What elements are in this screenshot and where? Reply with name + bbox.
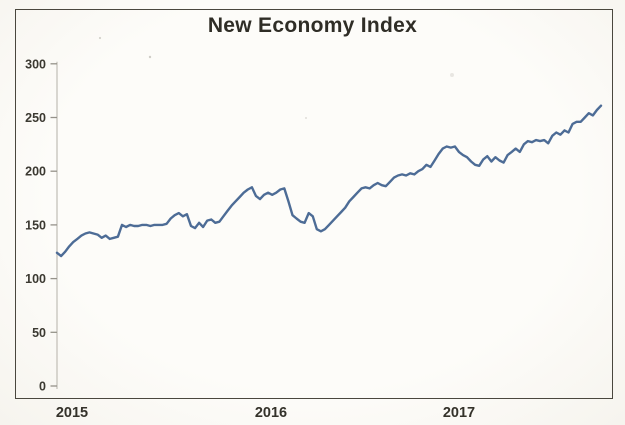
- x-tick-label: 2017: [443, 405, 475, 421]
- y-tick-label: 100: [25, 272, 46, 286]
- y-tick-label: 150: [25, 218, 46, 232]
- x-tick-label: 2015: [56, 405, 88, 421]
- chart-frame: [15, 9, 613, 399]
- scan-speckle: [305, 117, 307, 119]
- chart-title: New Economy Index: [207, 14, 418, 37]
- y-tick-label: 300: [25, 57, 46, 71]
- y-tick-label: 0: [39, 380, 46, 394]
- scan-speckle: [450, 73, 454, 77]
- y-tick-label: 50: [32, 326, 46, 340]
- x-tick-label: 2016: [255, 405, 287, 421]
- data-line: [55, 104, 603, 258]
- scan-speckle: [98, 36, 102, 40]
- y-tick-label: 200: [25, 165, 46, 179]
- scan-speckle: [148, 55, 152, 59]
- y-tick-label: 250: [25, 111, 46, 125]
